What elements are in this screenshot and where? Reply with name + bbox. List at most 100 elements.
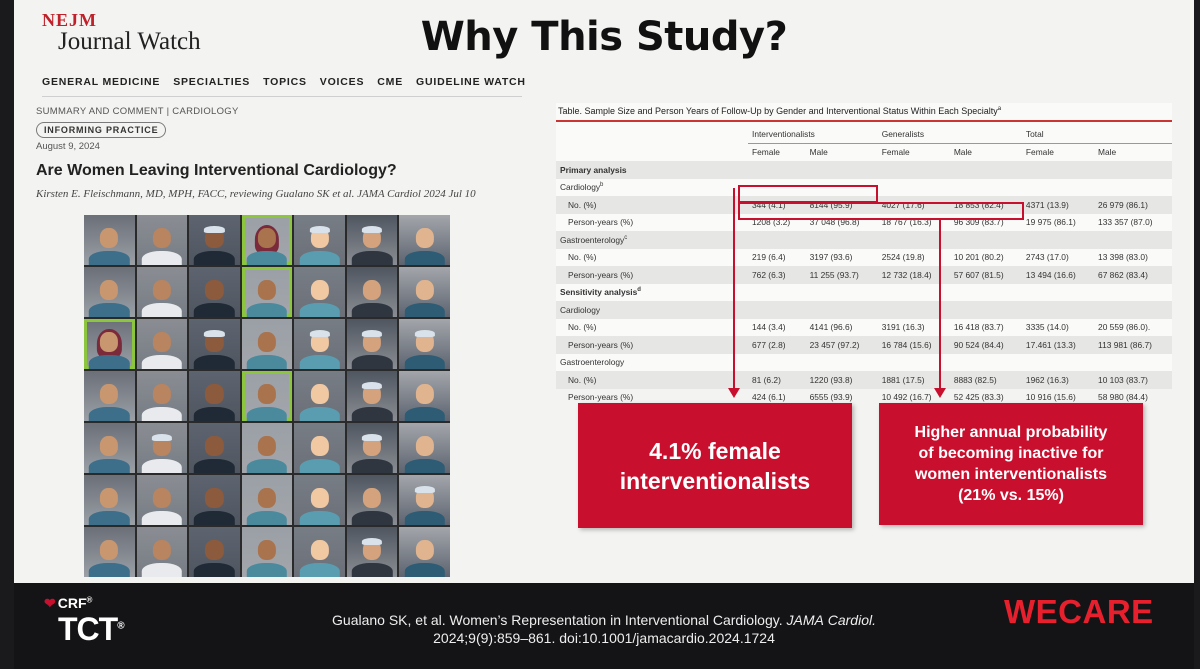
table-cell: 677 (2.8) — [748, 336, 806, 354]
row-label: No. (%) — [556, 196, 748, 214]
table-cell — [949, 301, 1022, 319]
portrait-tile — [346, 215, 398, 265]
nav-item-cme: CME — [377, 76, 403, 88]
portrait-tile — [294, 423, 345, 473]
table-row: Cardiology — [556, 301, 1172, 319]
portrait-tile — [294, 475, 345, 525]
portrait-tile — [189, 527, 240, 577]
row-label: Sensitivity analysisd — [560, 287, 641, 298]
portrait-tile — [294, 215, 345, 265]
table-cell: 762 (6.3) — [748, 266, 806, 284]
table-cell: 1881 (17.5) — [877, 371, 950, 389]
table-cell — [1022, 284, 1094, 302]
table-row: Sensitivity analysisd — [556, 284, 1172, 302]
arrow-line-right — [939, 218, 941, 390]
subheader-male: Male — [809, 147, 828, 158]
callout-inactivity-probability: Higher annual probability of becoming in… — [879, 403, 1143, 525]
nav-item-specialties: SPECIALTIES — [173, 76, 251, 88]
table-cell: 3335 (14.0) — [1025, 322, 1069, 333]
portrait-tile — [346, 423, 398, 473]
table-cell: 3197 (93.6) — [809, 252, 853, 263]
nav-item-general-medicine: GENERAL MEDICINE — [42, 76, 161, 88]
portrait-tile — [346, 319, 398, 369]
portrait-tile — [136, 267, 188, 317]
table-cell — [805, 231, 878, 249]
table-cell — [748, 301, 806, 319]
study-table: Table. Sample Size and Person Years of F… — [556, 103, 1172, 402]
journal-watch-brand: Journal Watch — [58, 28, 201, 55]
article-title: Are Women Leaving Interventional Cardiol… — [36, 162, 397, 179]
table-cell — [877, 161, 950, 179]
portrait-tile — [84, 215, 135, 265]
table-cell: 133 357 (87.0) — [1098, 217, 1153, 228]
table-cell: 4141 (96.6) — [809, 322, 853, 333]
table-row: No. (%) 144 (3.4) 4141 (96.6) 3191 (16.3) 16… — [556, 319, 1172, 337]
table-cell — [950, 354, 1022, 372]
row-label: Cardiologyb — [560, 182, 604, 193]
table-cell — [1022, 354, 1094, 372]
row-label: Gastroenterologyc — [556, 231, 748, 249]
table-cell: 17.461 (13.3) — [1021, 336, 1095, 354]
table-cell — [950, 284, 1022, 302]
table-cell: 20 559 (86.0). — [1098, 322, 1151, 333]
portrait-tile — [136, 527, 188, 577]
subheader-male: Male — [1098, 147, 1117, 158]
portrait-tile — [399, 527, 450, 577]
table-cell: 23 457 (97.2) — [805, 336, 878, 354]
table-cell: 90 524 (84.4) — [949, 336, 1022, 354]
portrait-tile — [136, 319, 188, 369]
row-label: Person-years (%) — [556, 336, 748, 354]
portrait-tile — [294, 319, 345, 369]
portrait-tile — [346, 371, 398, 421]
portrait-tile — [136, 423, 188, 473]
portrait-tile-highlighted — [84, 319, 135, 369]
table-cell — [950, 179, 1022, 197]
portrait-tile — [399, 267, 450, 317]
row-label: Person-years (%) — [568, 217, 634, 228]
row-label: Cardiology — [556, 301, 748, 319]
callout-left-line-1: 4.1% female — [649, 437, 781, 464]
table-cell — [1094, 161, 1172, 179]
portrait-tile — [294, 371, 345, 421]
row-label: Primary analysis — [556, 161, 748, 179]
table-cell — [949, 161, 1022, 179]
portrait-tile — [294, 527, 345, 577]
portrait-tile — [189, 371, 240, 421]
portrait-tile — [241, 475, 293, 525]
table-cell: 18 767 (16.3) — [881, 217, 932, 228]
callout-female-interventionalists: 4.1% female interventionalists — [578, 403, 852, 528]
table-row: Person-years (%) 762 (6.3) 11 255 (93.7) 12… — [556, 266, 1172, 284]
table-cell: 10 103 (83.7) — [1094, 371, 1172, 389]
portrait-tile-highlighted — [241, 215, 293, 265]
portrait-tile — [346, 475, 398, 525]
crf-logo: ❤ CRF® — [44, 595, 93, 611]
table-title: Table. Sample Size and Person Years of F… — [558, 106, 1002, 116]
table-cell: 57 607 (81.5) — [949, 266, 1022, 284]
callout-right-line-1: Higher annual probability — [914, 424, 1108, 441]
table-cell — [1022, 179, 1094, 197]
table-row: Person-years (%) 424 (6.1) 6555 (93.9) 10 4… — [556, 389, 1172, 407]
portrait-tile — [189, 215, 240, 265]
nav-divider — [42, 96, 522, 97]
table-cell — [748, 354, 806, 372]
table-title-rule — [556, 120, 1172, 122]
table-cell: 2524 (19.8) — [881, 252, 925, 263]
sample-size-table: Interventionalists Generalists Total Fem… — [556, 125, 1172, 406]
citation: Gualano SK, et al. Women’s Representatio… — [332, 612, 876, 646]
table-cell: 67 862 (83.4) — [1094, 266, 1172, 284]
table-cell — [806, 284, 878, 302]
table-cell: 344 (4.1) — [748, 196, 806, 214]
portrait-tile — [399, 475, 450, 525]
row-label: No. (%) — [556, 371, 748, 389]
nav-item-voices: VOICES — [319, 76, 365, 88]
portrait-tile — [189, 423, 240, 473]
table-cell: 52 425 (83.3) — [953, 392, 1004, 403]
table-cell — [748, 161, 806, 179]
portrait-tile — [241, 423, 293, 473]
article-section: SUMMARY AND COMMENT | CARDIOLOGY — [36, 106, 239, 117]
portrait-tile — [189, 319, 240, 369]
table-cell: 10 492 (16.7) — [881, 392, 932, 403]
table-cell: 424 (6.1) — [752, 392, 786, 403]
callout-right-line-2: of becoming inactive for — [918, 445, 1104, 462]
table-cell — [805, 301, 878, 319]
